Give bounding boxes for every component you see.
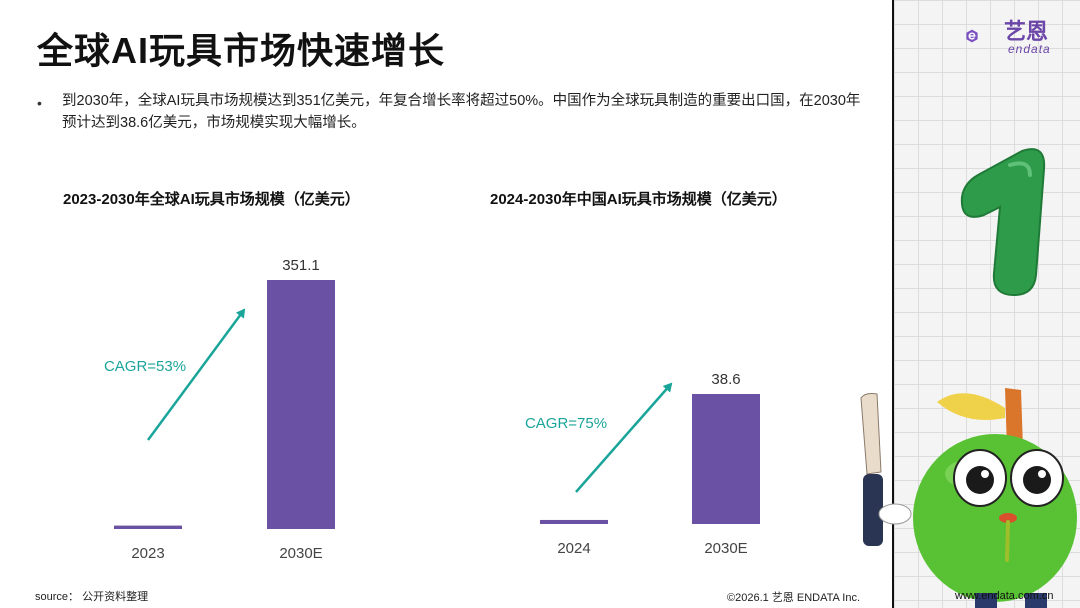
- chart2-category-label: 2024: [557, 540, 590, 557]
- chart1-bar-2030E: [267, 280, 335, 529]
- chart1-bar-2023: [114, 525, 182, 529]
- bullet-marker: •: [37, 95, 42, 111]
- page-title: 全球AI玩具市场快速增长: [37, 30, 446, 71]
- number-one-icon: [960, 148, 1046, 297]
- chart2-growth-arrow: [575, 382, 673, 493]
- website-url: www.endata.com.cn: [955, 590, 1054, 602]
- chart1-category-label: 2030E: [279, 545, 322, 562]
- logo-cn: 艺恩: [1004, 19, 1049, 44]
- chart1-cagr-label: CAGR=53%: [104, 358, 186, 375]
- apple-mascot-icon: [860, 388, 1077, 608]
- copyright-note: ©2026.1 艺恩 ENDATA Inc.: [727, 592, 861, 604]
- charts-svg: 2023 351.1 2030E CAGR=53% 2024 38.6 2030E CAGR=…: [104, 257, 760, 562]
- chart2-value-label: 38.6: [711, 371, 740, 388]
- chart2-category-label: 2030E: [704, 540, 747, 557]
- chart2-bar-2030E: [692, 394, 760, 524]
- chart1-title: 2023-2030年全球AI玩具市场规模（亿美元）: [63, 191, 360, 208]
- logo-en: endata: [1008, 42, 1051, 56]
- chart2-title: 2024-2030年中国AI玩具市场规模（亿美元）: [490, 191, 787, 208]
- source-note: source： 公开资料整理: [35, 591, 149, 603]
- chart2-cagr-label: CAGR=75%: [525, 415, 607, 432]
- bullet-text: 到2030年，全球AI玩具市场规模达到351亿美元，年复合增长率将超过50%。中…: [62, 93, 861, 131]
- chart1-category-label: 2023: [131, 545, 164, 562]
- chart1-growth-arrow: [146, 308, 246, 441]
- chart2-bar-2024: [540, 519, 608, 524]
- slide-main: 全球AI玩具市场快速增长 • 到2030年，全球AI玩具市场规模达到351亿美元…: [35, 30, 861, 604]
- endata-logo-icon: [966, 29, 978, 43]
- divider-line: [892, 0, 894, 608]
- chart1-value-label: 351.1: [282, 257, 320, 274]
